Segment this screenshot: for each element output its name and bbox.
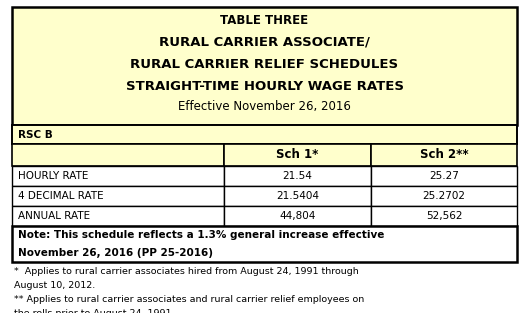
Text: Note: This schedule reflects a 1.3% general increase effective: Note: This schedule reflects a 1.3% gene… bbox=[18, 230, 385, 240]
Bar bbox=[12, 226, 517, 262]
Bar bbox=[12, 7, 517, 125]
Text: RURAL CARRIER RELIEF SCHEDULES: RURAL CARRIER RELIEF SCHEDULES bbox=[131, 58, 398, 70]
Text: Effective November 26, 2016: Effective November 26, 2016 bbox=[178, 100, 351, 114]
Text: STRAIGHT-TIME HOURLY WAGE RATES: STRAIGHT-TIME HOURLY WAGE RATES bbox=[125, 80, 404, 93]
Bar bbox=[371, 206, 517, 226]
Bar bbox=[224, 206, 371, 226]
Text: 25.2702: 25.2702 bbox=[423, 191, 466, 201]
Text: 4 DECIMAL RATE: 4 DECIMAL RATE bbox=[18, 191, 104, 201]
Bar bbox=[12, 144, 224, 166]
Text: the rolls prior to August 24, 1991.: the rolls prior to August 24, 1991. bbox=[14, 309, 175, 313]
Text: Sch 1*: Sch 1* bbox=[276, 148, 318, 162]
Text: 52,562: 52,562 bbox=[426, 211, 462, 221]
Text: RURAL CARRIER ASSOCIATE/: RURAL CARRIER ASSOCIATE/ bbox=[159, 35, 370, 49]
Bar bbox=[224, 186, 371, 206]
Text: ** Applies to rural carrier associates and rural carrier relief employees on: ** Applies to rural carrier associates a… bbox=[14, 295, 364, 304]
Text: *  Applies to rural carrier associates hired from August 24, 1991 through: * Applies to rural carrier associates hi… bbox=[14, 266, 359, 275]
Text: November 26, 2016 (PP 25-2016): November 26, 2016 (PP 25-2016) bbox=[18, 248, 213, 258]
Text: RSC B: RSC B bbox=[18, 130, 53, 140]
Bar bbox=[371, 186, 517, 206]
Text: August 10, 2012.: August 10, 2012. bbox=[14, 280, 96, 290]
Text: 21.5404: 21.5404 bbox=[276, 191, 319, 201]
Bar bbox=[12, 206, 224, 226]
Text: 21.54: 21.54 bbox=[282, 171, 312, 181]
Text: HOURLY RATE: HOURLY RATE bbox=[18, 171, 88, 181]
Bar bbox=[12, 125, 517, 144]
Bar bbox=[371, 166, 517, 186]
Bar bbox=[12, 166, 224, 186]
Text: Sch 2**: Sch 2** bbox=[419, 148, 468, 162]
Text: TABLE THREE: TABLE THREE bbox=[221, 13, 308, 27]
Text: 25.27: 25.27 bbox=[429, 171, 459, 181]
Bar bbox=[12, 186, 224, 206]
Text: ANNUAL RATE: ANNUAL RATE bbox=[18, 211, 90, 221]
Text: 44,804: 44,804 bbox=[279, 211, 316, 221]
Bar bbox=[224, 166, 371, 186]
Bar bbox=[371, 144, 517, 166]
Bar bbox=[224, 144, 371, 166]
